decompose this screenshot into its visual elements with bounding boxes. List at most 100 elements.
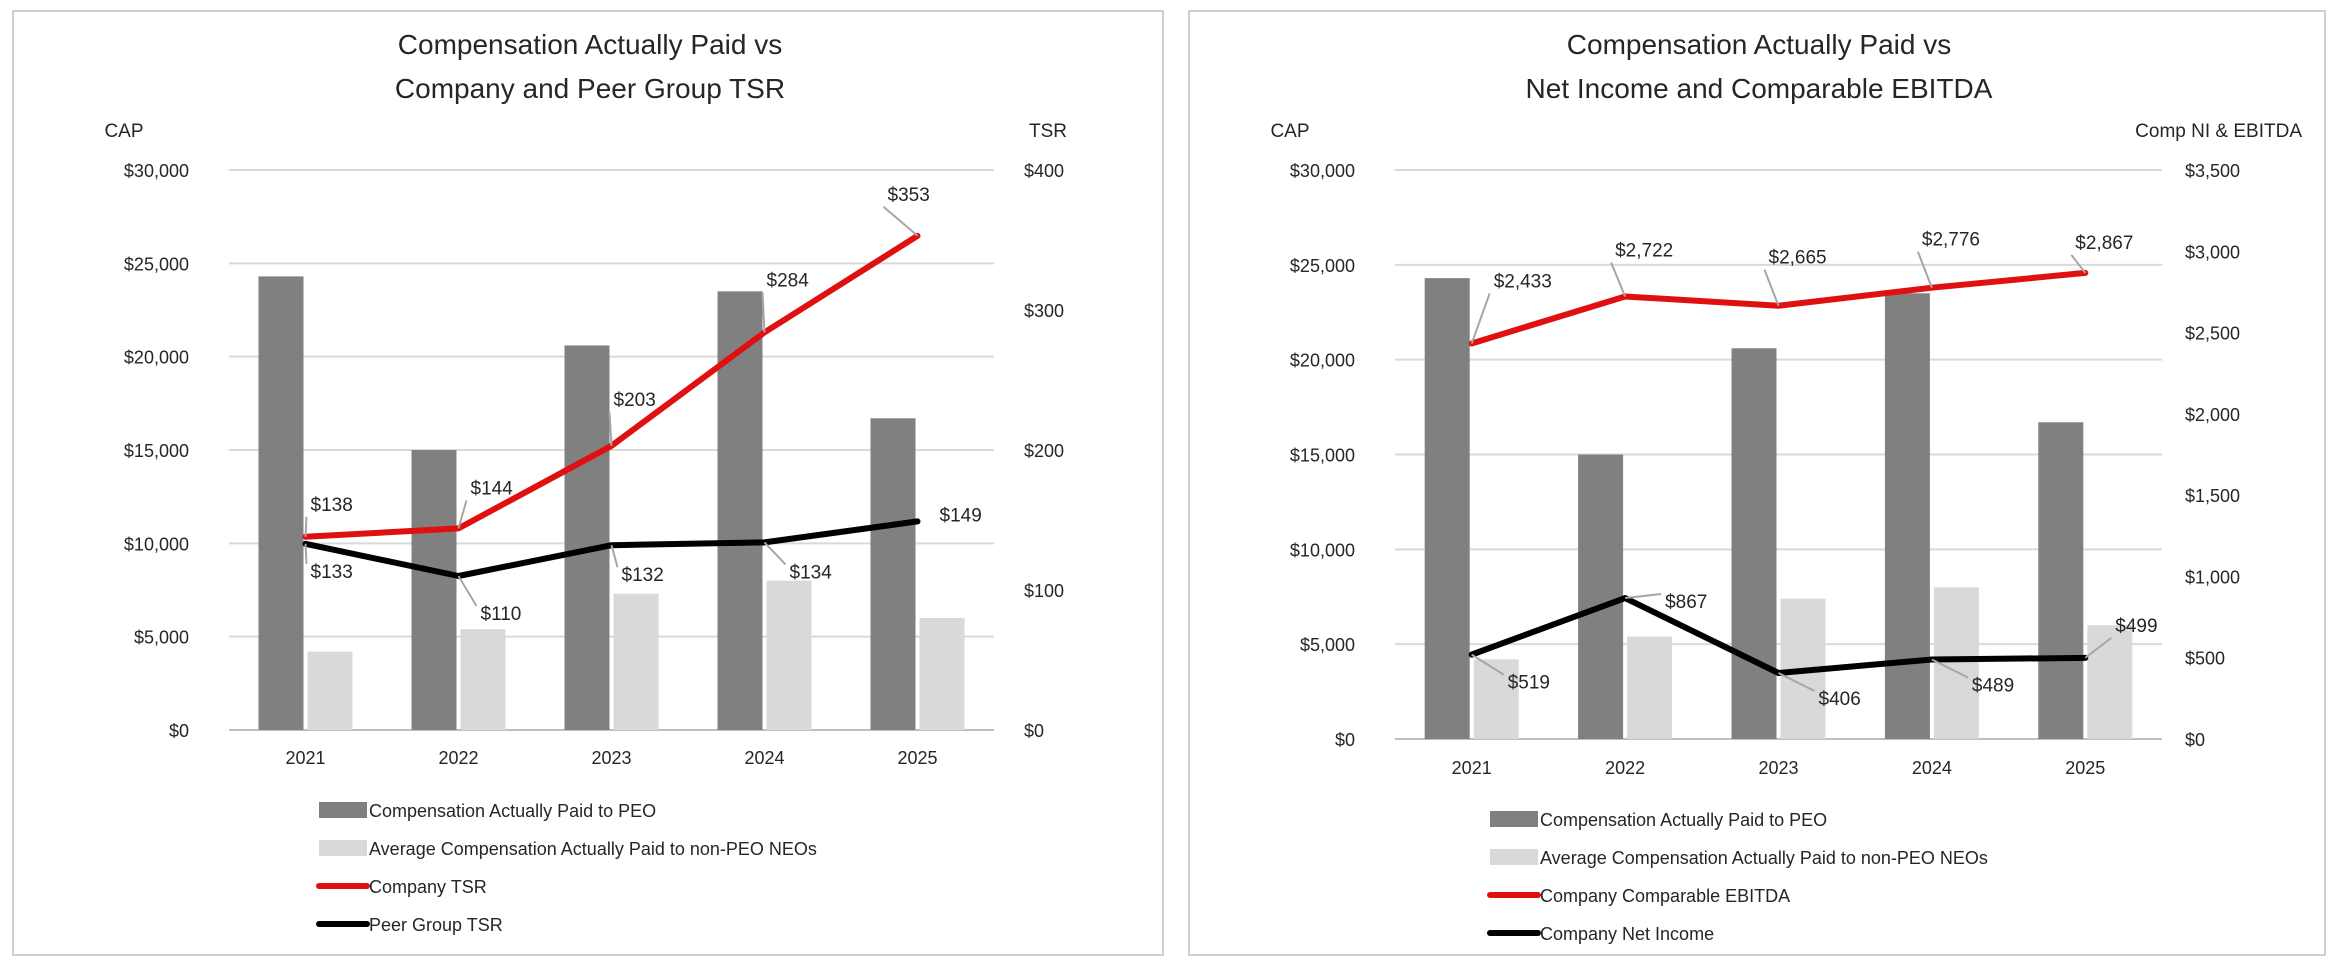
- tsr-leader-line: [304, 516, 308, 537]
- tsr-y-left-tick: $25,000: [124, 254, 189, 274]
- tsr-y-right-tick: $0: [1024, 721, 1044, 741]
- ebitda-y-right-tick: $3,500: [2185, 161, 2240, 181]
- ebitda-data-label: $2,776: [1922, 230, 1980, 251]
- tsr-bar-peo-2023: [564, 345, 610, 730]
- tsr-y-left-tick: $30,000: [124, 161, 189, 181]
- tsr-data-label: $110: [481, 604, 522, 625]
- tsr-x-tick: 2023: [591, 748, 631, 768]
- tsr-y-right-tick: $100: [1024, 581, 1064, 601]
- tsr-bar-peo-2024: [717, 291, 763, 730]
- ebitda-bar-neo-2025: [2087, 625, 2133, 739]
- ebitda-data-label: $499: [2115, 616, 2157, 637]
- ebitda-x-tick: 2021: [1452, 758, 1492, 778]
- tsr-y-right-tick: $400: [1024, 161, 1064, 181]
- tsr-bar-neo-2025: [919, 618, 965, 730]
- ebitda-y-left-tick: $0: [1335, 730, 1355, 750]
- ebitda-leader-line: [1471, 653, 1505, 676]
- ebitda-bar-peo-2022: [1578, 454, 1624, 739]
- tsr-leader-line: [608, 411, 613, 446]
- ebitda-leader-line: [1624, 593, 1662, 600]
- ebitda-y-right-tick: $3,000: [2185, 242, 2240, 262]
- tsr-chart-title-line1: Compensation Actually Paid vs: [398, 29, 782, 60]
- tsr-data-label: $149: [940, 505, 982, 526]
- tsr-data-label: $138: [311, 495, 353, 516]
- ebitda-x-tick: 2024: [1912, 758, 1952, 778]
- ebitda-y-left-tick: $20,000: [1290, 351, 1355, 371]
- tsr-leader-line: [457, 575, 478, 607]
- ebitda-legend-swatch: [1490, 811, 1538, 827]
- tsr-x-tick: 2022: [438, 748, 478, 768]
- ebitda-leader-line: [1778, 672, 1815, 692]
- tsr-data-label: $132: [622, 565, 664, 586]
- ebitda-chart-title-line2: Net Income and Comparable EBITDA: [1526, 73, 1993, 104]
- ebitda-data-label: $2,722: [1615, 240, 1673, 261]
- ebitda-y-left-tick: $30,000: [1290, 161, 1355, 181]
- tsr-bar-neo-2022: [460, 629, 506, 730]
- tsr-y-left-tick: $10,000: [124, 534, 189, 554]
- ebitda-y-right-tick: $0: [2185, 730, 2205, 750]
- tsr-y-left-tick: $0: [169, 721, 189, 741]
- ebitda-data-label: $867: [1665, 592, 1707, 613]
- tsr-y-left-title: CAP: [104, 121, 143, 142]
- tsr-y-left-tick: $15,000: [124, 441, 189, 461]
- ebitda-y-right-title: Comp NI & EBITDA: [2135, 121, 2302, 142]
- tsr-leader-line: [761, 292, 766, 333]
- tsr-data-label: $144: [471, 478, 514, 499]
- ebitda-bar-peo-2025: [2038, 422, 2084, 739]
- tsr-data-label: $133: [311, 562, 353, 583]
- tsr-data-label: $203: [614, 390, 656, 411]
- ebitda-y-left-tick: $25,000: [1290, 256, 1355, 276]
- ebitda-legend-label: Company Comparable EBITDA: [1540, 886, 1790, 906]
- tsr-legend-label: Compensation Actually Paid to PEO: [369, 801, 656, 821]
- tsr-chart-title-line2: Company and Peer Group TSR: [395, 73, 785, 104]
- tsr-data-label: $134: [790, 562, 833, 583]
- tsr-x-tick: 2025: [897, 748, 937, 768]
- ebitda-y-left-title: CAP: [1270, 121, 1309, 142]
- tsr-legend-label: Peer Group TSR: [369, 915, 503, 935]
- ebitda-legend-label: Average Compensation Actually Paid to no…: [1540, 848, 1988, 868]
- ebitda-y-right-tick: $2,000: [2185, 405, 2240, 425]
- chart-panel-ebitda: Compensation Actually Paid vs Net Income …: [1188, 10, 2326, 956]
- ebitda-legend-swatch: [1490, 849, 1538, 865]
- tsr-x-tick: 2024: [744, 748, 784, 768]
- ebitda-leader-line: [1763, 269, 1780, 307]
- ebitda-y-left-tick: $10,000: [1290, 540, 1355, 560]
- ebitda-leader-line: [1610, 262, 1627, 297]
- ebitda-line-primary: [1468, 269, 2089, 347]
- tsr-x-tick: 2021: [285, 748, 325, 768]
- tsr-y-right-tick: $200: [1024, 441, 1064, 461]
- tsr-bar-peo-2022: [411, 450, 457, 730]
- ebitda-leader-line: [1470, 293, 1491, 344]
- tsr-legend-label: Average Compensation Actually Paid to no…: [369, 839, 817, 859]
- tsr-bar-neo-2021: [307, 651, 353, 730]
- ebitda-bar-neo-2022: [1627, 636, 1673, 739]
- ebitda-y-right-tick: $1,500: [2185, 486, 2240, 506]
- ebitda-chart-title-line1: Compensation Actually Paid vs: [1567, 29, 1951, 60]
- ebitda-line-secondary: [1468, 595, 2089, 676]
- tsr-bar-neo-2023: [613, 593, 659, 730]
- tsr-bar-neo-2024: [766, 580, 812, 730]
- tsr-leader-line: [304, 543, 308, 564]
- ebitda-data-label: $2,665: [1769, 248, 1827, 269]
- tsr-y-left-tick: $20,000: [124, 348, 189, 368]
- tsr-data-label: $284: [767, 270, 810, 291]
- ebitda-x-tick: 2025: [2065, 758, 2105, 778]
- tsr-leader-line: [457, 500, 468, 529]
- ebitda-legend-label: Company Net Income: [1540, 924, 1714, 944]
- ebitda-data-label: $2,433: [1494, 271, 1552, 292]
- ebitda-bar-neo-2024: [1933, 587, 1979, 739]
- ebitda-data-label: $519: [1508, 673, 1550, 694]
- ebitda-data-label: $489: [1972, 676, 2014, 697]
- tsr-leader-line: [882, 206, 919, 237]
- ebitda-leader-line: [2070, 254, 2087, 274]
- ebitda-leader-line: [1916, 251, 1933, 289]
- ebitda-bar-peo-2021: [1424, 278, 1470, 739]
- ebitda-x-tick: 2023: [1758, 758, 1798, 778]
- tsr-y-left-tick: $5,000: [134, 628, 189, 648]
- tsr-y-right-tick: $300: [1024, 301, 1064, 321]
- tsr-legend-label: Company TSR: [369, 877, 487, 897]
- tsr-legend-swatch: [319, 802, 367, 818]
- tsr-leader-line: [763, 541, 787, 566]
- ebitda-leader-line: [1931, 658, 1969, 679]
- tsr-legend-swatch: [319, 840, 367, 856]
